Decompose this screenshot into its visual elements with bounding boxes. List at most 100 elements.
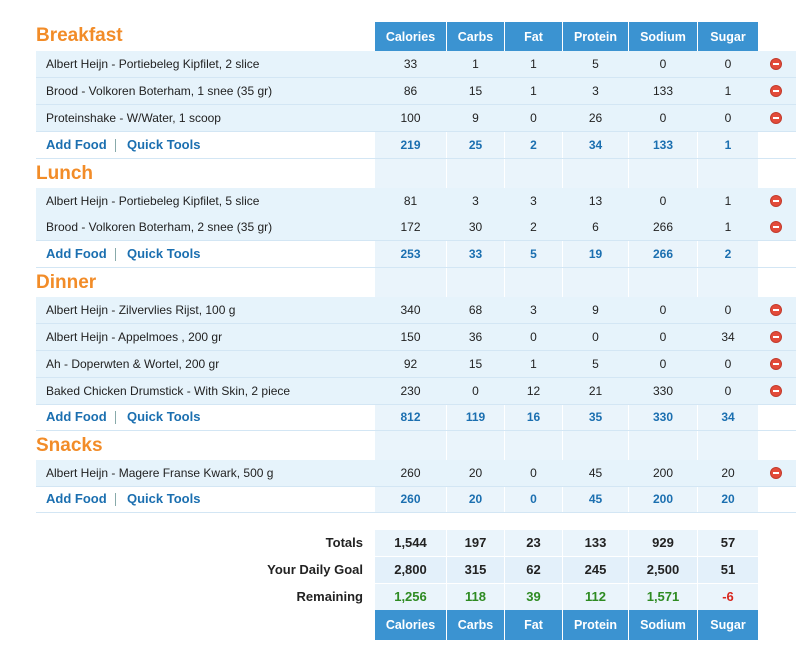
delete-icon[interactable] [770,221,782,233]
food-name[interactable]: Brood - Volkoren Boterham, 2 snee (35 gr… [46,220,273,234]
add-food-link[interactable]: Add Food [46,137,107,152]
summary-totals-sodium: 929 [629,530,697,556]
food-name[interactable]: Albert Heijn - Portiebeleg Kipfilet, 5 s… [46,194,260,208]
link-separator [115,493,116,506]
summary-totals-sugar: 57 [698,530,758,556]
quick-tools-link[interactable]: Quick Tools [127,137,201,152]
quick-tools-link[interactable]: Quick Tools [127,491,201,506]
meal-total-protein: 35 [588,410,603,424]
meal-total-calories: 812 [400,410,421,424]
summary-totals-carbs: 197 [447,530,504,556]
cell-protein: 9 [592,303,599,317]
delete-icon[interactable] [770,358,782,370]
column-header-protein: Protein [563,22,628,52]
food-row: Ah - Doperwten & Wortel, 200 gr 92 15 1 5 0 0 [36,351,796,378]
cell-sugar: 0 [724,111,732,125]
delete-icon[interactable] [770,304,782,316]
column-header-sodium: Sodium [629,22,697,52]
summary-remaining-sodium: 1,571 [629,584,697,610]
delete-icon[interactable] [770,331,782,343]
link-separator [115,248,116,261]
cell-carbs: 30 [468,220,483,234]
food-row: Albert Heijn - Magere Franse Kwark, 500 … [36,460,796,487]
add-food-link[interactable]: Add Food [46,409,107,424]
column-header-calories: Calories [375,22,446,52]
meal-total-protein: 19 [588,247,603,261]
cell-sugar: 1 [724,220,732,234]
column-footer-sodium: Sodium [629,610,697,640]
summary-remaining-carbs: 118 [447,584,504,610]
meal-total-sugar: 20 [721,492,735,506]
cell-sodium: 0 [659,303,667,317]
cell-carbs: 1 [472,57,479,71]
cell-calories: 260 [400,466,421,480]
cell-calories: 150 [400,330,421,344]
summary-goal-protein: 245 [563,557,628,583]
cell-fat: 0 [530,466,537,480]
meal-total-sugar: 2 [724,247,732,261]
quick-tools-link[interactable]: Quick Tools [127,409,201,424]
meal-total-fat: 0 [530,492,537,506]
cell-fat: 1 [530,84,537,98]
food-name[interactable]: Ah - Doperwten & Wortel, 200 gr [46,357,220,371]
column-header-fat: Fat [505,22,562,52]
cell-carbs: 15 [468,84,483,98]
cell-calories: 81 [403,194,418,208]
food-name[interactable]: Brood - Volkoren Boterham, 1 snee (35 gr… [46,84,273,98]
cell-sugar: 1 [724,194,732,208]
cell-fat: 0 [530,330,537,344]
quick-tools-link[interactable]: Quick Tools [127,246,201,261]
cell-protein: 5 [592,57,599,71]
meal-total-fat: 5 [530,247,537,261]
delete-icon[interactable] [770,85,782,97]
meal-title-dinner: Dinner [36,272,97,293]
summary-totals-fat: 23 [505,530,562,556]
delete-icon[interactable] [770,58,782,70]
add-food-link[interactable]: Add Food [46,491,107,506]
food-row: Albert Heijn - Zilvervlies Rijst, 100 g 3… [36,297,796,324]
food-row: Baked Chicken Drumstick - With Skin, 2 p… [36,378,796,405]
meal-total-calories: 253 [400,247,421,261]
delete-icon[interactable] [770,385,782,397]
cell-calories: 33 [403,57,418,71]
cell-sodium: 0 [659,57,667,71]
cell-protein: 26 [588,111,603,125]
delete-icon[interactable] [770,195,782,207]
column-footer-protein: Protein [563,610,628,640]
food-name[interactable]: Albert Heijn - Portiebeleg Kipfilet, 2 s… [46,57,260,71]
cell-sugar: 0 [724,303,732,317]
cell-sodium: 0 [659,357,667,371]
meal-total-protein: 34 [588,138,603,152]
cell-sodium: 266 [652,220,674,234]
food-name[interactable]: Baked Chicken Drumstick - With Skin, 2 p… [46,384,291,398]
add-food-link[interactable]: Add Food [46,246,107,261]
meal-title-lunch: Lunch [36,163,93,184]
summary-remaining-calories: 1,256 [375,584,446,610]
cell-carbs: 15 [468,357,483,371]
food-name[interactable]: Proteinshake - W/Water, 1 scoop [46,111,221,125]
meal-title-breakfast: Breakfast [36,25,123,46]
summary-remaining-protein: 112 [563,584,628,610]
meal-totals-row-snacks: Add Food Quick Tools 260 20 0 45 200 20 [36,486,796,513]
cell-carbs: 68 [468,303,483,317]
meal-total-calories: 260 [400,492,421,506]
cell-calories: 86 [403,84,418,98]
meal-totals-row-lunch: Add Food Quick Tools 253 33 5 19 266 2 [36,241,796,268]
food-row: Albert Heijn - Portiebeleg Kipfilet, 2 s… [36,51,796,78]
meal-total-fat: 2 [530,138,537,152]
cell-sugar: 0 [724,357,732,371]
food-name[interactable]: Albert Heijn - Magere Franse Kwark, 500 … [46,466,274,480]
cell-fat: 3 [530,303,537,317]
meal-totals-row-breakfast: Add Food Quick Tools 219 25 2 34 133 1 [36,132,796,159]
delete-icon[interactable] [770,467,782,479]
column-footer-calories: Calories [375,610,446,640]
food-name[interactable]: Albert Heijn - Appelmoes , 200 gr [46,330,223,344]
delete-icon[interactable] [770,112,782,124]
cell-fat: 2 [530,220,537,234]
cell-carbs: 0 [472,384,479,398]
column-footer-fat: Fat [505,610,562,640]
food-name[interactable]: Albert Heijn - Zilvervlies Rijst, 100 g [46,303,236,317]
meal-total-protein: 45 [588,492,603,506]
cell-protein: 45 [588,466,603,480]
cell-calories: 230 [400,384,421,398]
